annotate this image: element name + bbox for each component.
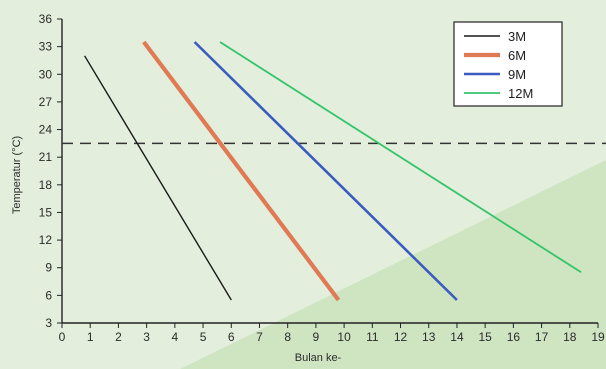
series-line-12m xyxy=(219,41,582,274)
x-tick-label: 16 xyxy=(507,330,521,344)
x-tick-label: 9 xyxy=(313,330,320,344)
x-tick-label: 18 xyxy=(563,330,577,344)
x-tick-label: 14 xyxy=(450,330,464,344)
y-tick-label: 27 xyxy=(39,95,53,109)
y-tick-label: 36 xyxy=(39,12,53,26)
x-tick-label: 17 xyxy=(535,330,549,344)
x-tick-label: 6 xyxy=(228,330,235,344)
x-tick-label: 3 xyxy=(143,330,150,344)
x-tick-label: 2 xyxy=(115,330,122,344)
x-tick-label: 10 xyxy=(337,330,351,344)
x-tick-label: 0 xyxy=(59,330,66,344)
y-tick-label: 33 xyxy=(39,40,53,54)
x-tick-label: 4 xyxy=(171,330,178,344)
y-tick-label: 3 xyxy=(45,316,52,330)
x-tick-label: 1 xyxy=(87,330,94,344)
legend-label: 3M xyxy=(508,29,526,44)
background-shade xyxy=(180,160,606,369)
x-tick-label: 19 xyxy=(591,330,605,344)
y-tick-label: 30 xyxy=(39,67,53,81)
y-tick-label: 18 xyxy=(39,178,53,192)
x-tick-label: 8 xyxy=(284,330,291,344)
y-tick-label: 21 xyxy=(39,150,53,164)
y-tick-label: 15 xyxy=(39,205,53,219)
x-tick-label: 15 xyxy=(478,330,492,344)
y-tick-label: 9 xyxy=(45,261,52,275)
series-line-9m xyxy=(193,41,458,301)
x-tick-label: 7 xyxy=(256,330,263,344)
y-tick-label: 12 xyxy=(39,233,53,247)
series-line-6m xyxy=(142,40,341,302)
x-tick-label: 12 xyxy=(394,330,408,344)
series-line-3m xyxy=(83,55,232,301)
x-axis-title: Bulan ke- xyxy=(295,352,342,364)
legend-label: 12M xyxy=(508,86,533,101)
legend-label: 6M xyxy=(508,48,526,63)
y-axis-title: Temperatur (°C) xyxy=(11,136,23,214)
y-tick-label: 24 xyxy=(39,123,53,137)
x-tick-label: 13 xyxy=(422,330,436,344)
x-tick-label: 11 xyxy=(366,330,379,344)
x-tick-label: 5 xyxy=(200,330,207,344)
y-tick-label: 6 xyxy=(45,288,52,302)
legend-label: 9M xyxy=(508,67,526,82)
